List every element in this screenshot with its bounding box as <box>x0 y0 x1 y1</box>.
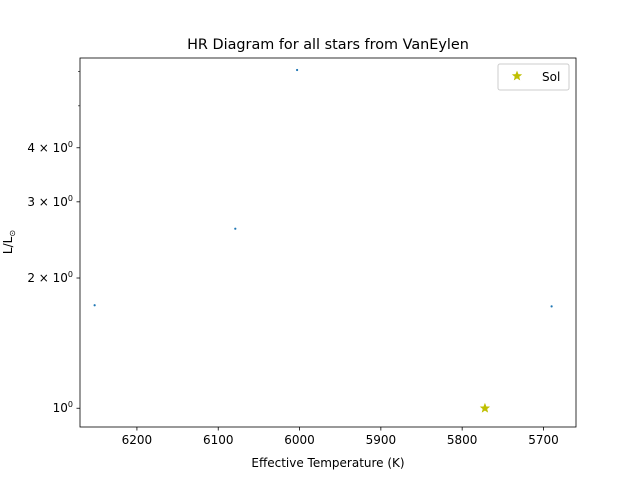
y-tick-label: 3 × 100 <box>27 194 73 209</box>
x-tick-label: 6000 <box>284 433 315 447</box>
y-axis-label-main: L/L <box>1 236 15 254</box>
y-tick-label: 100 <box>53 400 73 415</box>
chart-title: HR Diagram for all stars from VanEylen <box>187 37 469 53</box>
y-axis-label-subscript: ⊙ <box>8 230 17 237</box>
y-axis-ticks: 100 2 × 100 3 × 100 4 × 100 <box>27 71 80 415</box>
y-axis-label: L/L⊙ <box>1 230 17 254</box>
legend-label-sol: Sol <box>542 70 560 84</box>
x-axis-ticks: 6200 6100 6000 5900 5800 5700 <box>122 427 559 447</box>
x-tick-label: 5900 <box>366 433 397 447</box>
legend-frame <box>497 63 570 91</box>
y-tick-label: 2 × 100 <box>27 270 73 285</box>
sol-star-marker <box>479 402 491 413</box>
x-tick-label: 5700 <box>528 433 559 447</box>
x-axis-label: Effective Temperature (K) <box>251 456 404 470</box>
legend: Sol <box>497 63 570 91</box>
star-data-point <box>550 305 553 308</box>
data-points <box>93 68 553 413</box>
legend-sol-star-marker <box>511 70 523 81</box>
y-tick-label: 4 × 100 <box>27 140 73 155</box>
star-data-point <box>296 68 299 72</box>
star-data-point <box>93 304 96 307</box>
x-tick-label: 6200 <box>122 433 153 447</box>
x-tick-label: 5800 <box>447 433 478 447</box>
plot-frame <box>79 57 577 428</box>
star-data-point <box>234 227 237 230</box>
x-tick-label: 6100 <box>203 433 234 447</box>
